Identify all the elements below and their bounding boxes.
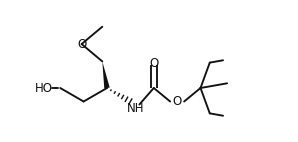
Polygon shape	[102, 61, 110, 88]
Text: O: O	[173, 95, 182, 108]
Text: O: O	[77, 37, 86, 51]
Text: NH: NH	[127, 102, 144, 115]
Text: O: O	[149, 57, 159, 70]
Text: HO: HO	[35, 82, 53, 94]
